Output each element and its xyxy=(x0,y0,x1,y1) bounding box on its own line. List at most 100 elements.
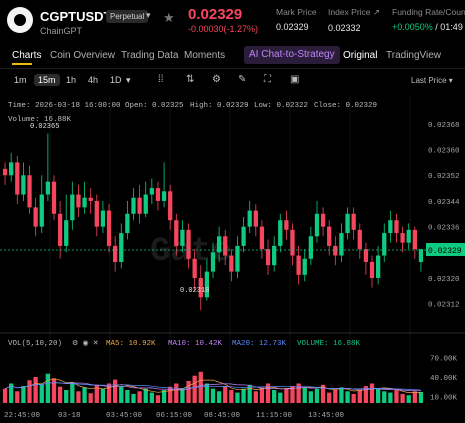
candle-body xyxy=(2,168,8,176)
ohlc-high: High: 0.02329 xyxy=(190,102,249,110)
volume-bar xyxy=(229,390,234,403)
vol-settings-icon[interactable]: ⚙ ◉ ✕ xyxy=(72,339,99,348)
low-marker: 0.02310 xyxy=(180,287,209,295)
candle-body xyxy=(39,194,44,227)
candle-body xyxy=(400,233,405,243)
volume-bar xyxy=(21,386,26,403)
volume-bar xyxy=(345,391,350,403)
candle-body xyxy=(21,175,26,195)
ma20-legend: MA20: 12.73K xyxy=(232,340,287,348)
ohlc-open: Open: 0.02325 xyxy=(125,102,184,110)
star-icon[interactable]: ★ xyxy=(163,10,175,25)
candle-body xyxy=(204,271,210,298)
volume-bar xyxy=(204,383,210,403)
candle-body xyxy=(192,258,197,279)
last-price-menu[interactable]: Last Price ▾ xyxy=(411,76,453,85)
time-tick: 06:15:00 xyxy=(156,412,193,420)
screenshot-icon[interactable]: ▣ xyxy=(290,74,300,85)
candle-body xyxy=(229,255,234,272)
volume-bar xyxy=(198,371,203,403)
ohlc-low: Low: 0.02322 xyxy=(254,102,308,110)
fullscreen-icon[interactable]: ⛶ xyxy=(264,74,271,85)
volume-bar xyxy=(70,382,75,403)
funding-countdown: / 01:49 xyxy=(432,22,463,32)
timeframe-1m[interactable]: 1m xyxy=(14,75,27,85)
draw-icon[interactable]: ✎ xyxy=(238,74,247,85)
current-price-tag-bg xyxy=(426,243,465,256)
tab-tradingview[interactable]: TradingView xyxy=(386,50,442,61)
timeframe-4h[interactable]: 4h xyxy=(88,75,99,85)
tab-coin-overview[interactable]: Coin Overview xyxy=(50,50,116,61)
candle-body xyxy=(64,220,69,246)
volume-bar xyxy=(412,391,417,403)
volume-bar xyxy=(192,375,197,403)
volume-bar xyxy=(406,395,411,403)
candle-body xyxy=(418,249,424,262)
tab-moments[interactable]: Moments xyxy=(184,50,226,61)
candle-body xyxy=(51,181,57,214)
time-tick: 03:45:00 xyxy=(106,412,143,420)
volume-bar xyxy=(168,386,173,403)
volume-bar xyxy=(308,391,313,403)
active-tab-indicator xyxy=(12,63,32,65)
index-price[interactable]: Index Price ↗ 0.02332 xyxy=(328,7,380,33)
volume-bar xyxy=(57,386,63,403)
candle-body xyxy=(412,229,417,250)
funding-label: Funding Rate/Countdown xyxy=(392,7,465,17)
volume-bar xyxy=(15,391,20,403)
candle-body xyxy=(186,229,191,259)
volume-bar xyxy=(272,390,277,403)
candle-body xyxy=(314,213,320,237)
volume-bar xyxy=(45,373,51,403)
volume-bar xyxy=(33,377,38,403)
volume-bar xyxy=(39,384,44,403)
candle-body xyxy=(143,194,148,214)
volume-bar xyxy=(137,391,142,403)
candle-body xyxy=(82,197,87,208)
candle-body xyxy=(265,249,271,266)
candle-body xyxy=(259,226,265,250)
volume-bar xyxy=(382,391,387,403)
symbol-title[interactable]: CGPTUSDT xyxy=(40,9,112,24)
chevron-down-icon[interactable]: ▾ xyxy=(146,10,151,20)
indicator-icon[interactable]: ⁞⁞ xyxy=(158,74,164,85)
candle-body xyxy=(198,278,203,298)
volume-bar xyxy=(143,388,148,403)
volume-legend: VOLUME: 16.88K xyxy=(297,340,361,348)
ohlc-time: Time: 2026-03-18 16:00:00 xyxy=(8,102,121,110)
volume-bar xyxy=(100,388,106,403)
volume-tick: 10.00K xyxy=(430,395,458,403)
tab-original[interactable]: Original xyxy=(343,50,378,61)
price-tick: 0.02360 xyxy=(428,148,460,156)
timeframe-more-icon[interactable]: ▾ xyxy=(126,75,131,85)
time-tick: 03-18 xyxy=(58,412,81,420)
candle-body xyxy=(327,226,332,246)
timeframe-15m[interactable]: 15m xyxy=(34,74,60,86)
candlestick-chart[interactable]: Gate Time: 2026-03-18 16:00:00 Open: 0.0… xyxy=(0,95,465,423)
timeframe-1h[interactable]: 1h xyxy=(66,75,77,85)
candle-body xyxy=(320,213,326,227)
volume-bar xyxy=(216,391,222,403)
chart-type-icon[interactable]: ⇅ xyxy=(186,74,195,85)
index-price-label[interactable]: Index Price ↗ xyxy=(328,7,381,17)
volume-bar xyxy=(290,386,295,403)
candle-body xyxy=(216,236,222,253)
tab-ai-chat-to-strategy[interactable]: AI Chat-to-Strategy xyxy=(244,46,340,64)
settings-icon[interactable]: ⚙ xyxy=(212,74,221,85)
volume-bar xyxy=(296,383,301,403)
candle-body xyxy=(210,252,216,272)
candle-body xyxy=(333,245,338,256)
ma5-line xyxy=(4,378,421,393)
volume-bar xyxy=(265,383,271,403)
tab-charts[interactable]: Charts xyxy=(12,50,42,61)
candle-body xyxy=(180,229,185,246)
volume-bar xyxy=(357,390,362,403)
coin-name: ChainGPT xyxy=(40,26,83,36)
volume-bar xyxy=(259,387,265,403)
tab-trading-data[interactable]: Trading Data xyxy=(121,50,179,61)
candle-body xyxy=(284,220,289,230)
price-tick: 0.02352 xyxy=(428,173,460,181)
timeframe-1d[interactable]: 1D xyxy=(110,75,122,85)
candle-body xyxy=(253,210,258,227)
candle-body xyxy=(168,191,173,221)
